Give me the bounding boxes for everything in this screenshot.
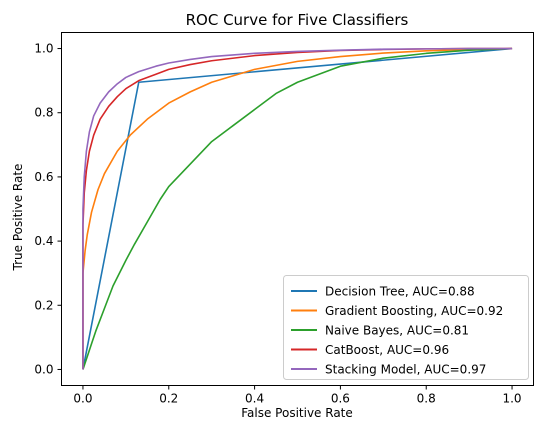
y-tick-label: 0.0 [34, 362, 53, 376]
series-lines [82, 47, 513, 370]
x-tick-label: 0.4 [245, 392, 264, 406]
legend-label-gradient-boosting: Gradient Boosting, AUC=0.92 [325, 304, 503, 318]
y-tick-label: 0.2 [34, 298, 53, 312]
x-tick-label: 0.0 [73, 392, 92, 406]
axis-ticks: 0.0 0.2 0.4 0.6 0.8 1.0 0.0 0.2 0.4 0.6 0.8 1.0 [34, 42, 521, 406]
x-tick-label: 0.6 [331, 392, 350, 406]
y-tick-label: 1.0 [34, 42, 53, 56]
y-tick-label: 0.8 [34, 106, 53, 120]
series-line-naive-bayes [82, 47, 513, 370]
legend: Decision Tree, AUC=0.88 Gradient Boosting… [283, 275, 529, 380]
series-line-stacking-model [82, 47, 513, 370]
x-axis-label: False Positive Rate [241, 406, 353, 420]
y-axis-label-text: True Positive Rate [11, 164, 25, 272]
x-tick-label: 0.2 [159, 392, 178, 406]
x-tick-label: 1.0 [502, 392, 521, 406]
x-tick-label: 0.8 [417, 392, 436, 406]
legend-label-stacking-model: Stacking Model, AUC=0.97 [325, 363, 486, 377]
legend-label-naive-bayes: Naive Bayes, AUC=0.81 [325, 324, 469, 338]
y-axis-label: True Positive Rate [11, 164, 25, 272]
legend-label-catboost: CatBoost, AUC=0.96 [325, 343, 449, 357]
y-tick-label: 0.6 [34, 170, 53, 184]
y-tick-label: 0.4 [34, 234, 53, 248]
legend-label-decision-tree: Decision Tree, AUC=0.88 [325, 285, 475, 299]
plot-frame [61, 32, 534, 386]
series-line-gradient-boosting [82, 47, 513, 370]
chart-title: ROC Curve for Five Classifiers [186, 11, 409, 29]
legend-box [283, 275, 529, 380]
series-line-decision-tree [82, 47, 513, 370]
